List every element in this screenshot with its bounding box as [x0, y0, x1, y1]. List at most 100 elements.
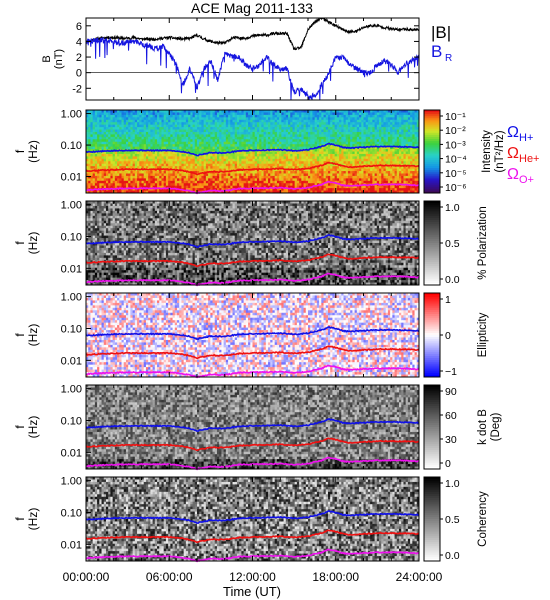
y-axis-unit: (Hz) — [26, 140, 40, 163]
y-axis-unit: (Hz) — [26, 232, 40, 255]
y-tick-label: 0.10 — [61, 323, 82, 335]
legend-omega-subscript: O+ — [519, 174, 534, 186]
colorbar-label-group: k dot B (Deg) — [477, 409, 502, 445]
y-tick-label: 0.01 — [61, 172, 82, 184]
y-tick-label: 4 — [76, 36, 82, 48]
colorbar-tick-label: 30 — [445, 434, 457, 446]
colorbar-label-group: Intensity (nT²/Hz) — [481, 130, 506, 173]
colorbar-label: Intensity — [481, 130, 493, 173]
colorbar-tick-label: 0 — [445, 458, 451, 470]
x-tick-label: 06:00:00 — [146, 570, 193, 584]
colorbar-label-group: Ellipticity — [477, 312, 489, 357]
y-tick-label: -2 — [72, 83, 82, 95]
colorbar-label: Coherency — [477, 491, 489, 547]
y-axis-label-group: f (Hz) — [13, 508, 40, 531]
colorbar-label: % Polarization — [477, 206, 489, 280]
heatmap-cells — [86, 110, 419, 193]
colorbar-tick-label: −1 — [445, 366, 457, 378]
colorbar-tick-label: 0.0 — [445, 550, 460, 562]
y-tick-label: 1.00 — [61, 109, 82, 121]
y-tick-label: 0.10 — [61, 231, 82, 243]
colorbar-tick-label: 1 — [445, 294, 451, 306]
legend-omega: Ω — [507, 124, 519, 141]
legend-b-magnitude: |B| — [431, 23, 451, 42]
heatmap-cells — [86, 201, 419, 285]
colorbar-tick-label: 10⁻⁶ — [445, 182, 467, 194]
y-tick-label: 0.10 — [61, 415, 82, 427]
legend-omega: Ω — [507, 166, 519, 183]
y-tick-label: 2 — [76, 52, 82, 64]
colorbar-label-group: Coherency — [477, 491, 489, 547]
colorbar-tick-label: 10⁻⁴ — [445, 154, 467, 166]
y-tick-label: 0.10 — [61, 507, 82, 519]
heatmap-cells — [86, 477, 419, 561]
y-axis-label: f — [13, 149, 27, 153]
y-tick-label: 0.01 — [61, 355, 82, 367]
colorbar-label: k dot B — [477, 409, 489, 445]
panel-ellipticity: 1.00 0.10 0.01 f (Hz) 1 0 −1 Ellipticity — [13, 292, 489, 378]
colorbar-label-group: % Polarization — [477, 206, 489, 280]
y-axis-label: f — [13, 241, 27, 245]
y-axis-label-group: B (nT) — [41, 49, 65, 69]
y-axis-label: B — [41, 55, 53, 62]
x-tick-label: 00:00:00 — [63, 570, 110, 584]
x-tick-label: 18:00:00 — [312, 570, 359, 584]
y-tick-label: 1.00 — [61, 384, 82, 396]
legend-omega: Ω — [507, 145, 519, 162]
y-tick-label: 1.00 — [61, 200, 82, 212]
legend-omega-subscript: He+ — [519, 153, 540, 165]
colorbar-tick-label: 1.0 — [445, 478, 460, 490]
panel-polarization: 1.00 0.10 0.01 f (Hz) 1.0 0.5 0.0 % Polarization — [13, 200, 489, 286]
plot-area — [86, 18, 419, 100]
colorbar-intensity: 10⁻¹ 10⁻² 10⁻³ 10⁻⁴ 10⁻⁵ 10⁻⁶ Intensity (nT²/Hz… — [424, 110, 506, 194]
colorbar-unit: (Deg) — [490, 412, 502, 441]
colorbar-label: Ellipticity — [477, 312, 489, 357]
colorbar-tick-label: 10⁻¹ — [445, 111, 466, 123]
y-tick-label: 0.01 — [61, 539, 82, 551]
legend-b-r: B — [431, 42, 442, 61]
y-axis-label-group: f (Hz) — [13, 232, 40, 255]
colorbar-tick-label: 1.0 — [445, 202, 460, 214]
colorbar-polarization: 1.0 0.5 0.0 % Polarization — [424, 201, 489, 286]
y-axis-label-group: f (Hz) — [13, 140, 40, 163]
y-tick-label: 0 — [76, 68, 82, 80]
colorbar-tick-label: 0.0 — [445, 274, 460, 286]
colorbar-tick-label: 0.5 — [445, 514, 460, 526]
y-tick-label: 0.01 — [61, 263, 82, 275]
figure-title: ACE Mag 2011-133 — [191, 0, 313, 16]
legend-omega-subscript: H+ — [519, 132, 533, 144]
colorbar-tick-label: 60 — [445, 410, 457, 422]
colorbar-coherency: 1.0 0.5 0.0 Coherency — [424, 477, 489, 562]
y-axis-label-group: f (Hz) — [13, 416, 40, 439]
y-tick-label: 1.00 — [61, 292, 82, 304]
x-tick-label: 12:00:00 — [229, 570, 276, 584]
y-tick-label: 1.00 — [61, 476, 82, 488]
y-axis-unit: (Hz) — [26, 416, 40, 439]
y-tick-label: 0.01 — [61, 447, 82, 459]
panel-intensity: 1.000.100.01f (Hz)10⁻¹10⁻²10⁻³10⁻⁴10⁻⁵10⁻… — [13, 109, 540, 194]
colorbar-tick-label: 0.5 — [445, 238, 460, 250]
colorbar-tick-label: 10⁻³ — [445, 139, 466, 151]
y-tick-label: 0.10 — [61, 140, 82, 152]
y-axis-label-group: f (Hz) — [13, 324, 40, 347]
x-axis-label: Time (UT) — [223, 584, 281, 599]
colorbar-tick-label: 0 — [445, 330, 451, 342]
y-tick-label: 6 — [76, 21, 82, 33]
y-axis-unit: (Hz) — [26, 324, 40, 347]
heatmap-cells — [86, 293, 419, 377]
colorbar-tick-label: 10⁻⁵ — [445, 168, 467, 180]
y-axis-label: f — [13, 517, 27, 521]
y-axis-unit: (nT) — [53, 49, 65, 69]
legend-b-r-subscript: R — [445, 53, 452, 64]
y-axis-label: f — [13, 333, 27, 337]
y-axis-label: f — [13, 425, 27, 429]
colorbar-tick-label: 10⁻² — [445, 125, 466, 137]
y-axis-unit: (Hz) — [26, 508, 40, 531]
colorbar-unit: (nT²/Hz) — [494, 130, 506, 172]
panel-coherency: 1.00 0.10 0.01 f (Hz) 1.0 0.5 0.0 Coherency — [13, 476, 489, 562]
